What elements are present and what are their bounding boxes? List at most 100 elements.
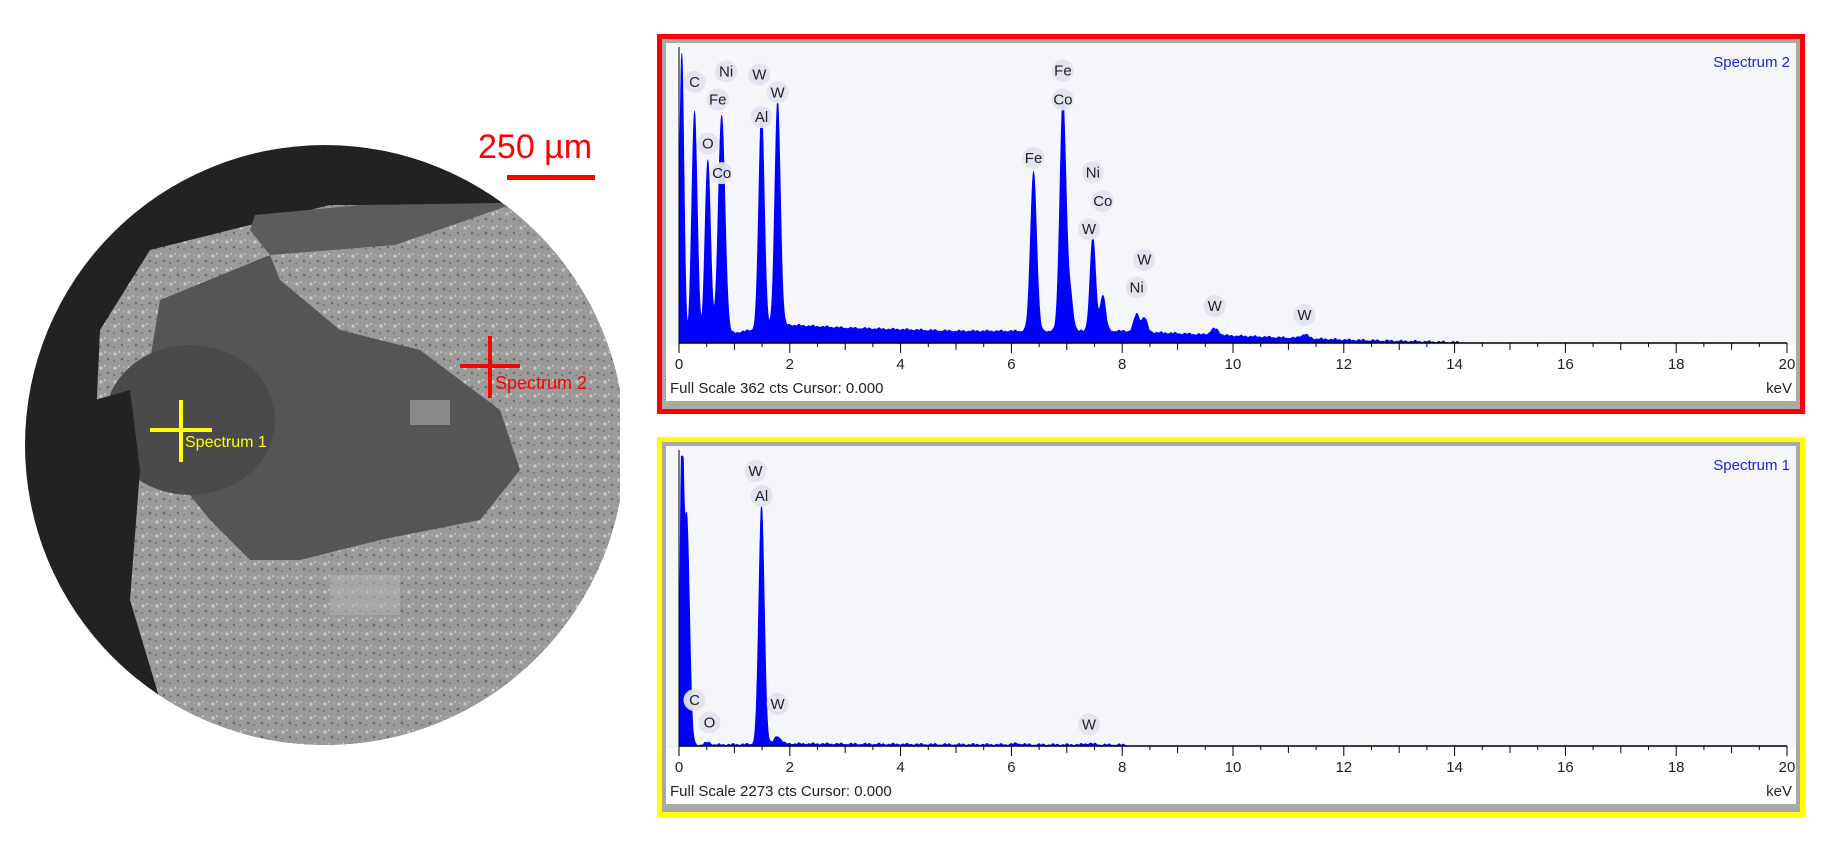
scale-bar-label: 250 µm — [478, 128, 593, 166]
axis-strip — [666, 345, 1796, 401]
element-label: Al — [750, 106, 773, 129]
element-label-text: C — [689, 692, 700, 709]
element-label: W — [1203, 295, 1226, 318]
element-label: C — [683, 689, 706, 712]
element-label: W — [1133, 248, 1156, 271]
element-label: W — [766, 81, 789, 104]
x-tick-label: 14 — [1446, 759, 1463, 776]
element-label-text: O — [702, 136, 714, 153]
element-label-text: C — [689, 74, 700, 91]
x-tick-label: 14 — [1446, 356, 1463, 373]
element-label-text: W — [1082, 716, 1097, 733]
element-label: Al — [750, 484, 773, 507]
element-label: Ni — [1081, 161, 1104, 184]
element-label: Ni — [1125, 276, 1148, 299]
x-tick-label: 4 — [896, 759, 904, 776]
x-tick-label: 16 — [1557, 759, 1574, 776]
x-tick-label: 10 — [1225, 356, 1242, 373]
full-scale-readout: Full Scale 2273 cts Cursor: 0.000 — [670, 783, 892, 800]
spectrum-1-chart: 0 2 4 6 8 10 12 14 16 18 20 keV Full Scale 2273 cts … — [666, 446, 1796, 804]
plot-area — [666, 446, 1796, 780]
element-label-text: O — [704, 714, 716, 731]
element-label-text: Fe — [709, 91, 727, 108]
scale-bar — [507, 175, 595, 180]
full-scale-readout: Full Scale 362 cts Cursor: 0.000 — [670, 380, 883, 397]
spectrum-1-panel: 0 2 4 6 8 10 12 14 16 18 20 keV Full Scale 2273 cts … — [657, 437, 1805, 817]
element-label-badge — [1051, 59, 1074, 82]
element-label-badge — [750, 106, 773, 129]
element-label-text: W — [1137, 252, 1152, 269]
element-label: W — [766, 692, 789, 715]
element-label-text: Ni — [719, 63, 733, 80]
axis-strip — [666, 748, 1796, 804]
x-tick-label: 20 — [1779, 759, 1796, 776]
element-label: C — [683, 70, 706, 93]
x-tick-label: 8 — [1118, 759, 1126, 776]
x-tick-label: 8 — [1118, 356, 1126, 373]
element-label: Ni — [715, 60, 738, 83]
element-label-text: Co — [1093, 193, 1112, 210]
element-label-badge — [1022, 146, 1045, 169]
x-tick-label: 12 — [1335, 356, 1352, 373]
x-tick-label: 0 — [675, 356, 683, 373]
x-tick-label: 10 — [1225, 759, 1242, 776]
element-label-text: Al — [755, 109, 768, 126]
element-label: Co — [1051, 88, 1074, 111]
x-tick-label: 12 — [1335, 759, 1352, 776]
element-label-badge — [715, 60, 738, 83]
spectrum-2-chart: 0 2 4 6 8 10 12 14 16 18 20 keV Full Scale 362 cts C… — [666, 43, 1796, 401]
x-tick-label: 20 — [1779, 356, 1796, 373]
element-label-badge — [748, 63, 771, 86]
element-label-text: Fe — [1054, 63, 1072, 80]
element-label-badge — [1133, 248, 1156, 271]
spectrum-title: Spectrum 1 — [1713, 457, 1790, 474]
element-label-text: W — [1082, 221, 1097, 238]
element-label-badge — [706, 88, 729, 111]
spectrum-2-panel: 0 2 4 6 8 10 12 14 16 18 20 keV Full Scale 362 cts C… — [657, 34, 1805, 414]
element-label: O — [698, 711, 721, 734]
element-label-text: W — [1208, 298, 1223, 315]
element-label-badge — [1125, 276, 1148, 299]
element-label-badge — [766, 81, 789, 104]
x-tick-label: 18 — [1668, 759, 1685, 776]
element-label-text: W — [771, 84, 786, 101]
element-label-badge — [683, 689, 706, 712]
element-label: W — [1293, 303, 1316, 326]
element-label: W — [1077, 218, 1100, 241]
element-label-badge — [698, 711, 721, 734]
element-label-text: Ni — [1086, 164, 1100, 181]
x-axis-label: keV — [1766, 783, 1792, 800]
x-tick-label: 0 — [675, 759, 683, 776]
marker-spectrum-2-label: Spectrum 2 — [495, 373, 587, 393]
element-label-badge — [683, 70, 706, 93]
element-label-text: Co — [712, 165, 731, 182]
x-tick-label: 16 — [1557, 356, 1574, 373]
marker-spectrum-1-label: Spectrum 1 — [185, 434, 267, 451]
plot-area — [666, 43, 1796, 377]
marker-spectrum-1 — [150, 400, 212, 462]
x-tick-label: 18 — [1668, 356, 1685, 373]
element-label-text: W — [752, 67, 767, 84]
x-tick-label: 6 — [1007, 759, 1015, 776]
element-label-badge — [744, 460, 767, 483]
x-axis-label: keV — [1766, 380, 1792, 397]
element-label-badge — [750, 484, 773, 507]
element-label-text: W — [1297, 307, 1312, 324]
element-label-badge — [1293, 303, 1316, 326]
marker-spectrum-2 — [460, 336, 520, 398]
element-label-badge — [696, 132, 719, 155]
element-label: Fe — [1051, 59, 1074, 82]
element-label-badge — [1051, 88, 1074, 111]
sem-micrograph: Spectrum 2 Spectrum 1 — [25, 145, 620, 745]
element-label: W — [1077, 713, 1100, 736]
x-tick-label: 2 — [786, 759, 794, 776]
element-label-text: Co — [1053, 91, 1072, 108]
element-label: Co — [710, 162, 733, 185]
element-label: Fe — [706, 88, 729, 111]
spectrum-title: Spectrum 2 — [1713, 54, 1790, 71]
element-label-badge — [1203, 295, 1226, 318]
element-label-text: Fe — [1025, 150, 1043, 167]
x-tick-label: 2 — [786, 356, 794, 373]
element-label: Fe — [1022, 146, 1045, 169]
element-label: Co — [1091, 190, 1114, 213]
